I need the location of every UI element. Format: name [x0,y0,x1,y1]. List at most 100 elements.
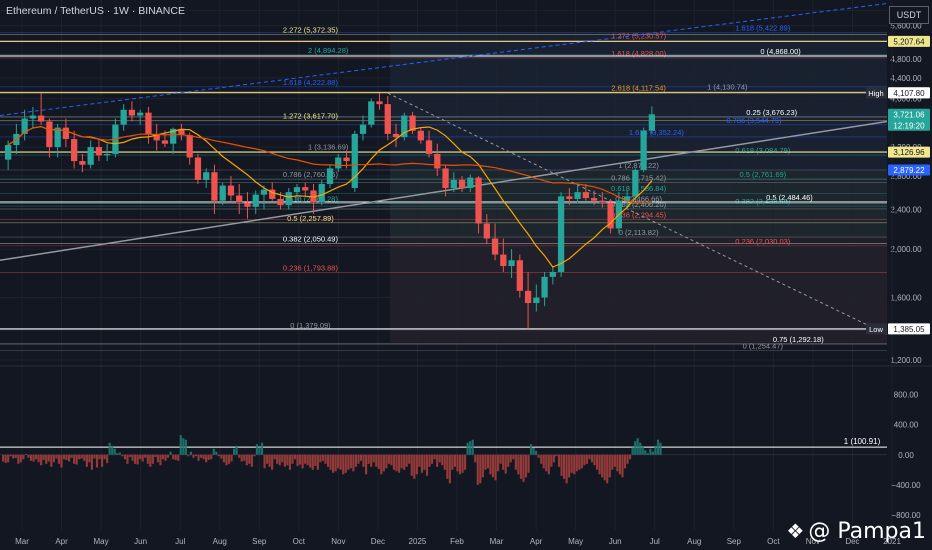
osc-bar [95,454,99,468]
candle-body [211,172,218,201]
osc-bar [121,454,124,457]
osc-y-tick-label: −800.00 [891,511,921,520]
x-tick-label: Jul [650,537,660,546]
candle-body [524,290,532,304]
osc-bar [481,454,484,478]
candle-body [302,187,309,191]
osc-bar [527,454,530,473]
y-tick-label: 2,000.00 [890,245,922,254]
osc-bar [156,454,160,463]
candle-body [170,128,177,144]
osc-bar [497,454,500,472]
osc-bar [491,454,495,478]
fib-level-label: 1 (4,130.74) [707,83,748,92]
osc-bar [169,451,172,455]
osc-bar [80,454,83,459]
osc-bar [32,454,35,462]
osc-bar [306,454,309,466]
candle-body [368,101,375,125]
osc-bar [590,454,594,463]
osc-bar [380,454,383,475]
osc-bar [111,445,114,455]
osc-bar [164,454,167,461]
osc-bar [123,454,127,460]
price-tag-value: 1,385.05 [893,325,925,334]
osc-bar [636,438,639,455]
fib-level-label: 0 (2,113.82) [619,228,659,237]
x-tick-label: Sep [252,537,267,546]
osc-bar [560,454,563,476]
osc-bar [639,442,642,455]
osc-bar [47,454,50,462]
osc-bar [225,454,228,466]
x-tick-label: Jun [134,537,147,546]
fib-level-label: 0.786 (2,715.42) [611,174,667,183]
osc-bar [29,454,33,461]
osc-bar [451,454,454,470]
osc-bar [456,454,459,472]
candle-body [343,157,350,162]
candle-body [269,189,276,199]
x-tick-label: Jul [175,537,185,546]
osc-bar [268,454,271,467]
osc-bar [248,454,251,464]
osc-bar [131,454,134,461]
candle-body [260,189,268,195]
candle-body [409,115,416,131]
fib-level-label: 0.5 (2,761.69) [739,170,786,179]
x-tick-label: Nov [331,537,345,546]
price-tag-value: 2,879.22 [893,166,925,175]
osc-bar [83,454,86,461]
x-tick-label: Aug [687,537,701,546]
x-tick-label: Oct [293,537,306,546]
osc-bar [433,454,436,460]
osc-bar [98,454,101,460]
osc-bar [654,445,657,455]
osc-bar [250,454,253,467]
candle-body [376,101,383,105]
osc-bar [200,454,203,458]
osc-bar [172,454,175,460]
candle-body [640,130,647,170]
price-tag [888,323,930,335]
osc-bar [545,454,548,472]
osc-bar [235,445,238,455]
osc-bar [65,454,68,461]
osc-bar [212,448,215,455]
trend-line-support [0,120,888,261]
candle-body [95,147,103,156]
osc-bar [471,439,474,455]
osc-bar [263,454,266,469]
osc-bar [555,454,558,457]
osc-bar [392,454,396,470]
osc-bar [476,454,479,485]
osc-y-tick-label: 800.00 [894,391,919,400]
candle-body [161,140,169,144]
candle-body [145,112,152,134]
fib-level-label: 2.618 (4,117.54) [611,83,666,92]
candle-body [508,260,515,267]
osc-bar [283,454,286,467]
candle-body [557,196,565,272]
osc-bar [601,454,604,478]
osc-bar [179,435,182,455]
currency-selector[interactable]: USDT [889,6,929,24]
x-tick-label: Mar [15,537,29,546]
osc-bar [395,454,398,472]
osc-bar [314,454,317,467]
candle-body [227,185,235,196]
osc-bar [423,454,426,470]
osc-bar [502,454,505,470]
osc-bar [139,454,142,460]
candle-body [335,157,342,169]
x-tick-label: Feb [450,537,464,546]
osc-bar [441,454,444,466]
osc-bar [291,454,294,464]
candle-body [203,172,210,180]
fib-level-label: 2.272 (5,372.35) [283,26,339,35]
moving-average-line [7,125,653,268]
osc-bar [159,454,162,466]
osc-bar [60,454,63,468]
x-tick-label: Aug [213,537,227,546]
